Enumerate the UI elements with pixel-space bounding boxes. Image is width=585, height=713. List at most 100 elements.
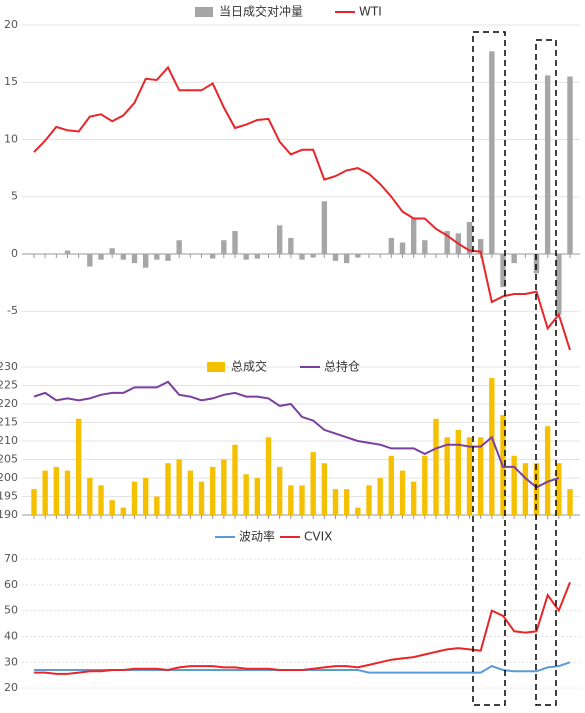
bar <box>31 489 37 515</box>
y-tick-label: 205 <box>0 453 18 466</box>
bar <box>87 478 93 515</box>
bar <box>500 253 506 288</box>
bar <box>299 253 305 260</box>
bar <box>466 221 473 254</box>
bar <box>243 474 249 515</box>
legend-label: 总成交 <box>231 359 267 374</box>
bar <box>388 237 395 254</box>
bar <box>87 253 93 267</box>
y-tick-label: 225 <box>0 379 18 392</box>
y-tick-label: 20 <box>4 18 18 31</box>
bar <box>221 459 227 515</box>
legend-label: 当日成交对冲量 <box>219 4 303 19</box>
legend-label: CVIX <box>304 530 332 544</box>
bar <box>176 459 182 515</box>
bar <box>332 489 339 515</box>
bar <box>154 496 160 515</box>
bar <box>288 485 294 515</box>
legend-swatch <box>195 7 213 17</box>
bar <box>556 463 562 515</box>
bar <box>109 248 115 254</box>
bar <box>265 437 272 515</box>
bar <box>422 240 428 254</box>
bar <box>64 250 71 254</box>
bar <box>131 481 138 515</box>
bar <box>254 253 261 259</box>
bar <box>310 452 316 515</box>
bar <box>64 470 71 515</box>
y-tick-label: -5 <box>7 304 18 317</box>
bar <box>556 253 562 315</box>
y-tick-label: 30 <box>4 655 18 668</box>
bar <box>410 218 417 254</box>
y-tick-label: 10 <box>4 132 18 145</box>
y-tick-label: 210 <box>0 434 18 447</box>
bar <box>187 470 194 515</box>
bar <box>154 253 160 260</box>
y-tick-label: 215 <box>0 416 18 429</box>
y-tick-label: 50 <box>4 604 18 617</box>
bar <box>444 231 450 254</box>
bar <box>299 485 305 515</box>
bar <box>489 378 495 515</box>
bar <box>288 237 294 254</box>
bar <box>310 253 316 258</box>
series-line <box>33 380 560 489</box>
bar <box>142 478 149 515</box>
bar <box>511 455 517 515</box>
bar <box>332 253 339 261</box>
bar <box>42 470 48 515</box>
bar <box>455 429 462 515</box>
bar <box>120 253 127 260</box>
bar <box>399 470 406 515</box>
bar <box>176 240 182 254</box>
legend-label: 波动率 <box>239 529 275 544</box>
bar <box>98 485 104 515</box>
bar <box>477 437 484 515</box>
bar <box>567 489 573 515</box>
y-tick-label: 70 <box>4 552 18 565</box>
bar <box>276 466 283 515</box>
bar <box>410 481 417 515</box>
bar <box>343 253 350 264</box>
dashed-box <box>472 31 506 706</box>
y-tick-label: 190 <box>0 508 18 521</box>
bar <box>232 231 238 254</box>
bar <box>254 478 261 515</box>
bar <box>221 240 227 254</box>
bar <box>198 481 205 515</box>
y-tick-label: 5 <box>11 190 18 203</box>
bar <box>444 437 450 515</box>
bar <box>355 507 361 515</box>
bar <box>544 75 551 254</box>
series-line <box>34 661 571 674</box>
bar <box>243 253 249 260</box>
bar <box>388 455 395 515</box>
bar <box>544 426 551 515</box>
bar <box>477 239 484 254</box>
y-tick-label: 220 <box>0 397 18 410</box>
bar <box>98 253 104 260</box>
plot-layer: -5 0 5 10 15 20 当日成交对冲量 WTI 190 195 200 205 210 215 22… <box>0 4 580 694</box>
y-tick-label: 0 <box>11 247 18 260</box>
bar <box>377 478 383 515</box>
y-tick-label: 15 <box>4 75 18 88</box>
bar <box>433 418 439 515</box>
bar <box>209 253 216 259</box>
bar <box>321 463 328 515</box>
bar <box>53 466 60 515</box>
legend-swatch <box>207 362 225 372</box>
bar <box>422 455 428 515</box>
series-line <box>34 581 571 675</box>
bar <box>533 253 540 274</box>
bar <box>120 507 127 515</box>
y-tick-label: 230 <box>0 360 18 373</box>
bar <box>142 253 149 268</box>
bar <box>399 242 406 254</box>
bar <box>511 253 517 264</box>
bar <box>522 463 529 515</box>
y-tick-label: 40 <box>4 629 18 642</box>
bar <box>232 444 238 515</box>
legend-label: 总持仓 <box>324 359 360 374</box>
